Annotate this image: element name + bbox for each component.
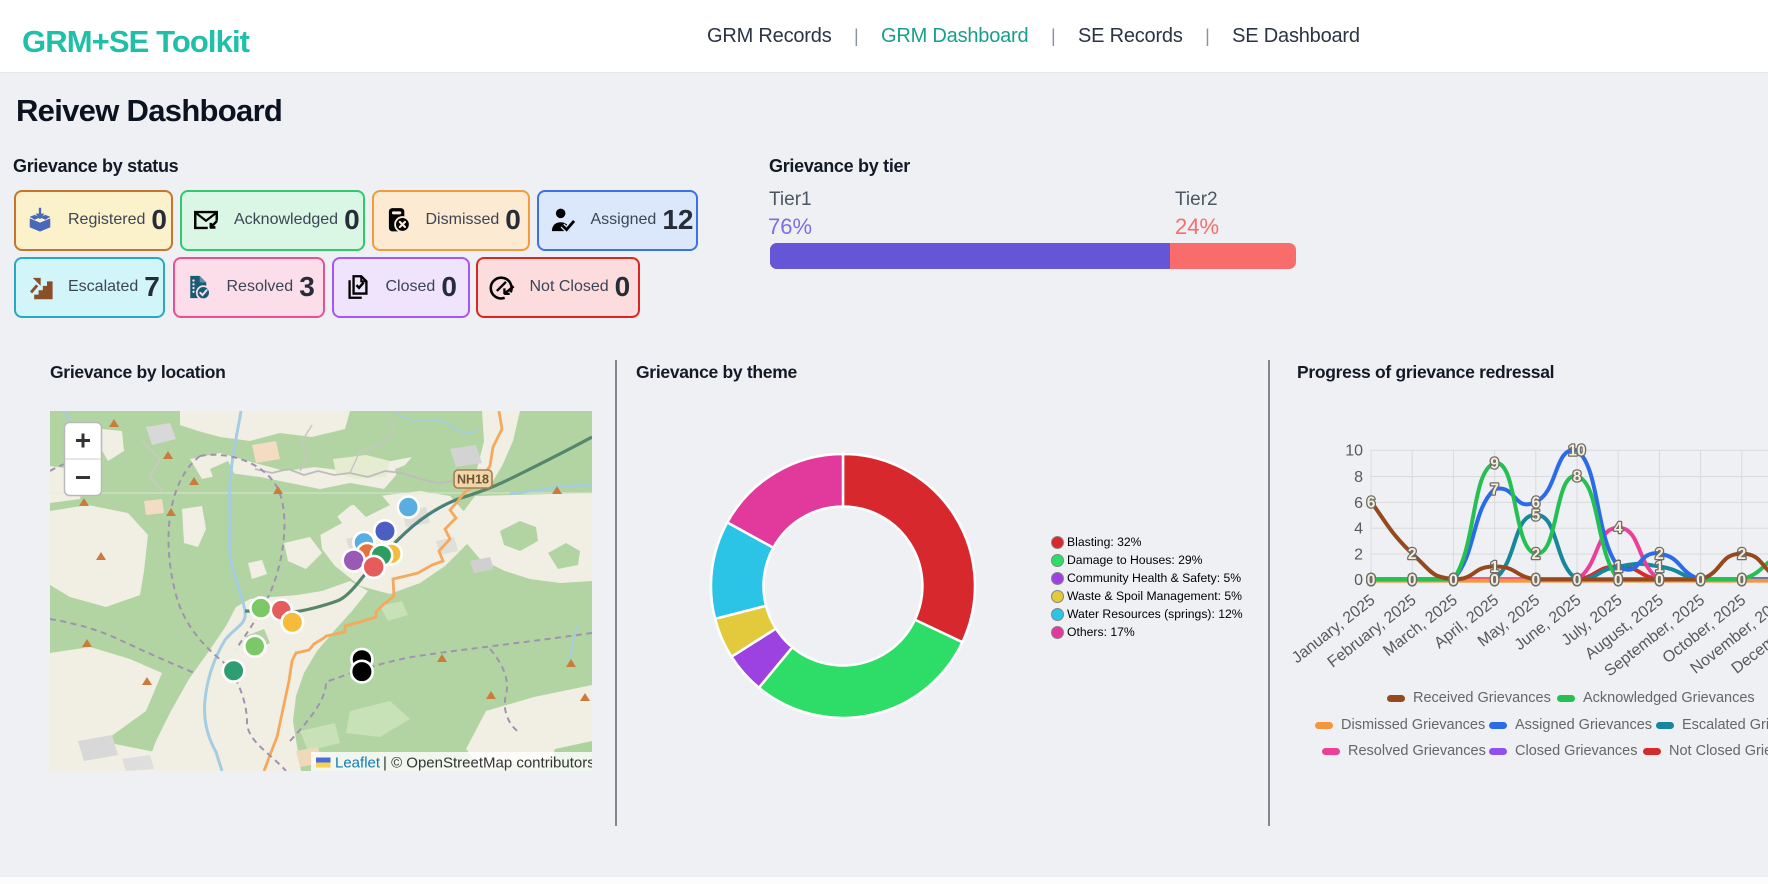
svg-text:0: 0: [1531, 572, 1540, 589]
svg-text:10: 10: [1345, 443, 1363, 460]
svg-text:0: 0: [1614, 572, 1623, 589]
svg-text:4: 4: [1354, 521, 1363, 538]
svg-text:0: 0: [1490, 572, 1499, 589]
svg-text:8: 8: [1573, 469, 1582, 486]
svg-text:0: 0: [1367, 572, 1376, 589]
svg-text:6: 6: [1354, 495, 1363, 512]
svg-text:2: 2: [1737, 546, 1746, 563]
svg-text:Leaflet: Leaflet: [335, 755, 381, 772]
svg-text:0: 0: [1449, 572, 1458, 589]
svg-text:0: 0: [1449, 572, 1458, 589]
svg-text:0: 0: [1531, 572, 1540, 589]
svg-text:10: 10: [1568, 443, 1585, 460]
svg-text:0: 0: [1449, 572, 1458, 589]
svg-text:0: 0: [1408, 572, 1417, 589]
svg-text:0: 0: [1408, 572, 1417, 589]
svg-text:0: 0: [1449, 572, 1458, 589]
svg-text:0: 0: [1737, 572, 1746, 589]
svg-text:2: 2: [1408, 546, 1417, 563]
svg-text:0: 0: [1531, 572, 1540, 589]
svg-text:4: 4: [1614, 520, 1623, 537]
svg-text:0: 0: [1367, 572, 1376, 589]
svg-text:| © OpenStreetMap contributors: | © OpenStreetMap contributors: [383, 755, 592, 772]
svg-text:0: 0: [1655, 572, 1664, 589]
svg-text:2: 2: [1354, 547, 1363, 564]
svg-text:0: 0: [1367, 572, 1376, 589]
svg-text:2: 2: [1655, 546, 1664, 563]
svg-text:0: 0: [1449, 572, 1458, 589]
svg-text:0: 0: [1449, 572, 1458, 589]
svg-text:1: 1: [1614, 559, 1623, 576]
svg-text:0: 0: [1737, 572, 1746, 589]
svg-text:0: 0: [1655, 572, 1664, 589]
svg-text:0: 0: [1696, 572, 1705, 589]
svg-text:7: 7: [1490, 482, 1499, 499]
svg-text:6: 6: [1531, 494, 1540, 511]
svg-text:0: 0: [1367, 572, 1376, 589]
svg-text:0: 0: [1531, 572, 1540, 589]
svg-text:0: 0: [1696, 572, 1705, 589]
svg-text:0: 0: [1573, 572, 1582, 589]
svg-text:0: 0: [1696, 572, 1705, 589]
svg-text:0: 0: [1696, 572, 1705, 589]
svg-text:0: 0: [1614, 572, 1623, 589]
svg-text:0: 0: [1737, 572, 1746, 589]
svg-text:0: 0: [1573, 572, 1582, 589]
svg-text:0: 0: [1737, 572, 1746, 589]
svg-text:0: 0: [1367, 572, 1376, 589]
svg-text:0: 0: [1490, 572, 1499, 589]
svg-text:0: 0: [1614, 572, 1623, 589]
svg-text:1: 1: [1655, 559, 1664, 576]
svg-text:8: 8: [1354, 469, 1363, 486]
svg-text:1: 1: [1490, 559, 1499, 576]
svg-text:0: 0: [1696, 572, 1705, 589]
svg-text:0: 0: [1655, 572, 1664, 589]
svg-text:0: 0: [1737, 572, 1746, 589]
svg-text:0: 0: [1354, 572, 1363, 589]
svg-text:0: 0: [1408, 572, 1417, 589]
svg-text:0: 0: [1655, 572, 1664, 589]
svg-text:1: 1: [1614, 559, 1623, 576]
svg-text:0: 0: [1696, 572, 1705, 589]
svg-text:0: 0: [1573, 572, 1582, 589]
svg-text:1: 1: [1614, 559, 1623, 576]
svg-text:0: 0: [1449, 572, 1458, 589]
svg-text:0: 0: [1737, 572, 1746, 589]
svg-text:0: 0: [1573, 572, 1582, 589]
svg-text:0: 0: [1573, 572, 1582, 589]
svg-text:0: 0: [1408, 572, 1417, 589]
svg-text:5: 5: [1531, 507, 1540, 524]
svg-text:9: 9: [1490, 456, 1499, 473]
svg-text:0: 0: [1614, 572, 1623, 589]
svg-text:0: 0: [1490, 572, 1499, 589]
svg-text:0: 0: [1655, 572, 1664, 589]
svg-text:0: 0: [1531, 572, 1540, 589]
svg-text:0: 0: [1737, 572, 1746, 589]
svg-text:NH18: NH18: [457, 473, 489, 487]
svg-text:0: 0: [1573, 572, 1582, 589]
svg-text:0: 0: [1696, 572, 1705, 589]
svg-text:0: 0: [1367, 572, 1376, 589]
svg-text:0: 0: [1490, 572, 1499, 589]
svg-text:0: 0: [1408, 572, 1417, 589]
svg-text:0: 0: [1408, 572, 1417, 589]
svg-text:0: 0: [1655, 572, 1664, 589]
svg-text:0: 0: [1408, 572, 1417, 589]
svg-text:6: 6: [1367, 494, 1376, 511]
svg-text:0: 0: [1490, 572, 1499, 589]
svg-text:0: 0: [1449, 572, 1458, 589]
svg-text:0: 0: [1367, 572, 1376, 589]
svg-text:0: 0: [1696, 572, 1705, 589]
svg-text:2: 2: [1531, 546, 1540, 563]
